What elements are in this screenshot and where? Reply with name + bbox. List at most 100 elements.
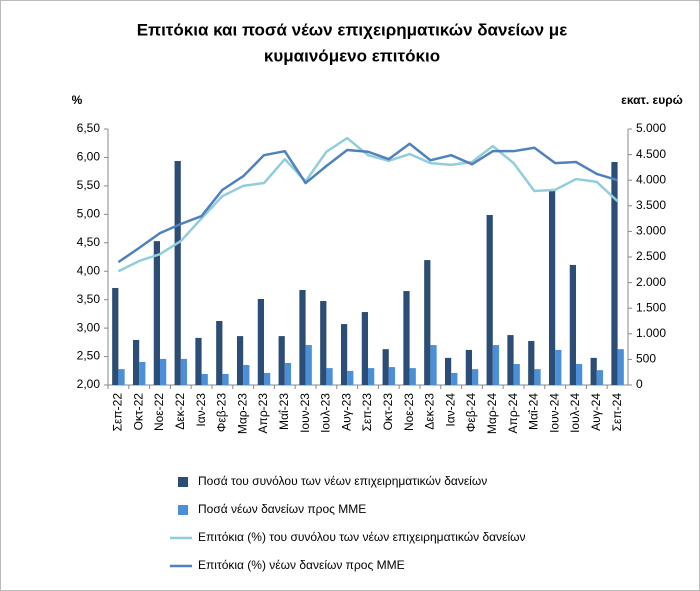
bar <box>444 357 452 385</box>
bar <box>160 358 167 385</box>
bar <box>132 339 140 385</box>
bar <box>278 336 285 385</box>
x-tick-label: Ιουλ-24 <box>568 393 582 433</box>
y-tick-label: 5,00 <box>77 207 101 221</box>
bar <box>174 161 181 385</box>
y-tick-label: 6,50 <box>77 121 101 135</box>
y2-axis-label: εκατ. ευρώ <box>621 93 683 107</box>
bar <box>368 368 375 385</box>
legend-marker <box>178 477 188 487</box>
x-tick-label: Δεκ-23 <box>423 393 437 430</box>
bar <box>492 345 500 385</box>
x-tick-label: Φεβ-23 <box>215 393 229 432</box>
bar <box>243 365 250 385</box>
x-tick-label: Μαρ-23 <box>235 393 249 434</box>
x-tick-label: Νοε-23 <box>402 393 416 431</box>
chart-title: Επιτόκια και ποσά νέων επιχειρηματικών δ… <box>137 20 568 39</box>
bar <box>534 369 541 385</box>
legend-label: Ποσά του συνόλου των νέων επιχειρηματικώ… <box>198 474 487 488</box>
x-tick-label: Ιαν-24 <box>443 393 457 427</box>
y2-tick-label: 5.000 <box>636 121 666 135</box>
x-tick-label: Αυγ-23 <box>339 393 353 431</box>
x-tick-label: Οκτ-22 <box>131 393 145 431</box>
y2-tick-label: 500 <box>636 352 656 366</box>
x-tick-label: Ιουν-23 <box>298 393 312 433</box>
x-tick-label: Σεπ-24 <box>610 393 624 432</box>
bar <box>320 301 327 385</box>
bar <box>507 335 514 385</box>
x-tick-label: Σεπ-22 <box>111 393 125 432</box>
x-tick-label: Δεκ-22 <box>173 393 187 430</box>
x-tick-label: Νοε-22 <box>152 393 166 431</box>
y2-tick-label: 4.000 <box>636 172 666 186</box>
bar <box>555 349 562 385</box>
bar <box>264 372 271 385</box>
bar <box>528 340 535 385</box>
bar <box>513 364 520 385</box>
bar <box>195 337 202 385</box>
y-tick-label: 4,50 <box>77 235 101 249</box>
y-tick-label: 5,50 <box>77 178 101 192</box>
bar <box>118 369 125 385</box>
bar <box>548 190 556 385</box>
bar <box>284 362 292 385</box>
y-tick-label: 4,00 <box>77 263 101 277</box>
x-tick-label: Ιουλ-23 <box>319 393 333 433</box>
x-tick-label: Οκτ-23 <box>381 393 395 431</box>
y-tick-label: 2,00 <box>77 377 101 391</box>
x-tick-label: Μαΐ-24 <box>527 393 541 430</box>
x-tick-label: Φεβ-24 <box>464 393 478 432</box>
legend-marker <box>178 505 188 515</box>
y-tick-label: 2,50 <box>77 349 101 363</box>
bar <box>486 215 493 385</box>
x-tick-label: Απρ-23 <box>256 393 270 434</box>
legend-label: Επιτόκια (%) νέων δανείων προς ΜΜΕ <box>198 558 405 572</box>
bar <box>112 287 119 385</box>
chart-title: κυμαινόμενο επιτόκιο <box>264 46 440 65</box>
bar <box>403 291 410 385</box>
bar <box>153 241 160 385</box>
bar <box>430 345 437 385</box>
bar <box>576 364 583 385</box>
bar <box>465 349 472 385</box>
x-tick-label: Μαρ-24 <box>485 393 499 434</box>
bar <box>340 324 348 385</box>
bar <box>472 369 479 385</box>
legend-label: Ποσά νέων δανείων προς ΜΜΕ <box>198 502 366 516</box>
y-axis-label: % <box>72 93 83 107</box>
x-tick-label: Αυγ-24 <box>589 393 603 431</box>
bar <box>222 373 229 385</box>
bar <box>382 349 389 385</box>
line <box>117 136 619 273</box>
x-tick-label: Απρ-24 <box>506 393 520 434</box>
bar <box>305 345 312 385</box>
bar <box>257 298 264 385</box>
y2-tick-label: 2.500 <box>636 249 666 263</box>
bar <box>299 290 306 385</box>
line <box>117 142 618 264</box>
x-tick-label: Ιαν-23 <box>194 393 208 427</box>
y2-tick-label: 3.500 <box>636 198 666 212</box>
bar <box>361 312 368 385</box>
bar <box>611 162 618 385</box>
bar <box>424 260 431 385</box>
y-tick-label: 3,50 <box>77 292 101 306</box>
y2-tick-label: 2.000 <box>636 275 666 289</box>
bar <box>596 370 604 385</box>
bar <box>388 367 396 385</box>
bar <box>409 368 416 385</box>
bar <box>216 321 223 385</box>
x-tick-label: Μαΐ-23 <box>277 393 291 430</box>
x-tick-label: Σεπ-23 <box>360 393 374 432</box>
y2-tick-label: 1.500 <box>636 300 666 314</box>
y2-tick-label: 4.500 <box>636 147 666 161</box>
bar <box>569 264 576 385</box>
bar <box>590 357 597 385</box>
bar <box>139 361 146 385</box>
bar <box>347 370 354 385</box>
bar <box>617 349 624 385</box>
x-tick-label: Ιουν-24 <box>547 393 561 433</box>
y2-tick-label: 0 <box>636 377 643 391</box>
bar <box>180 358 188 385</box>
